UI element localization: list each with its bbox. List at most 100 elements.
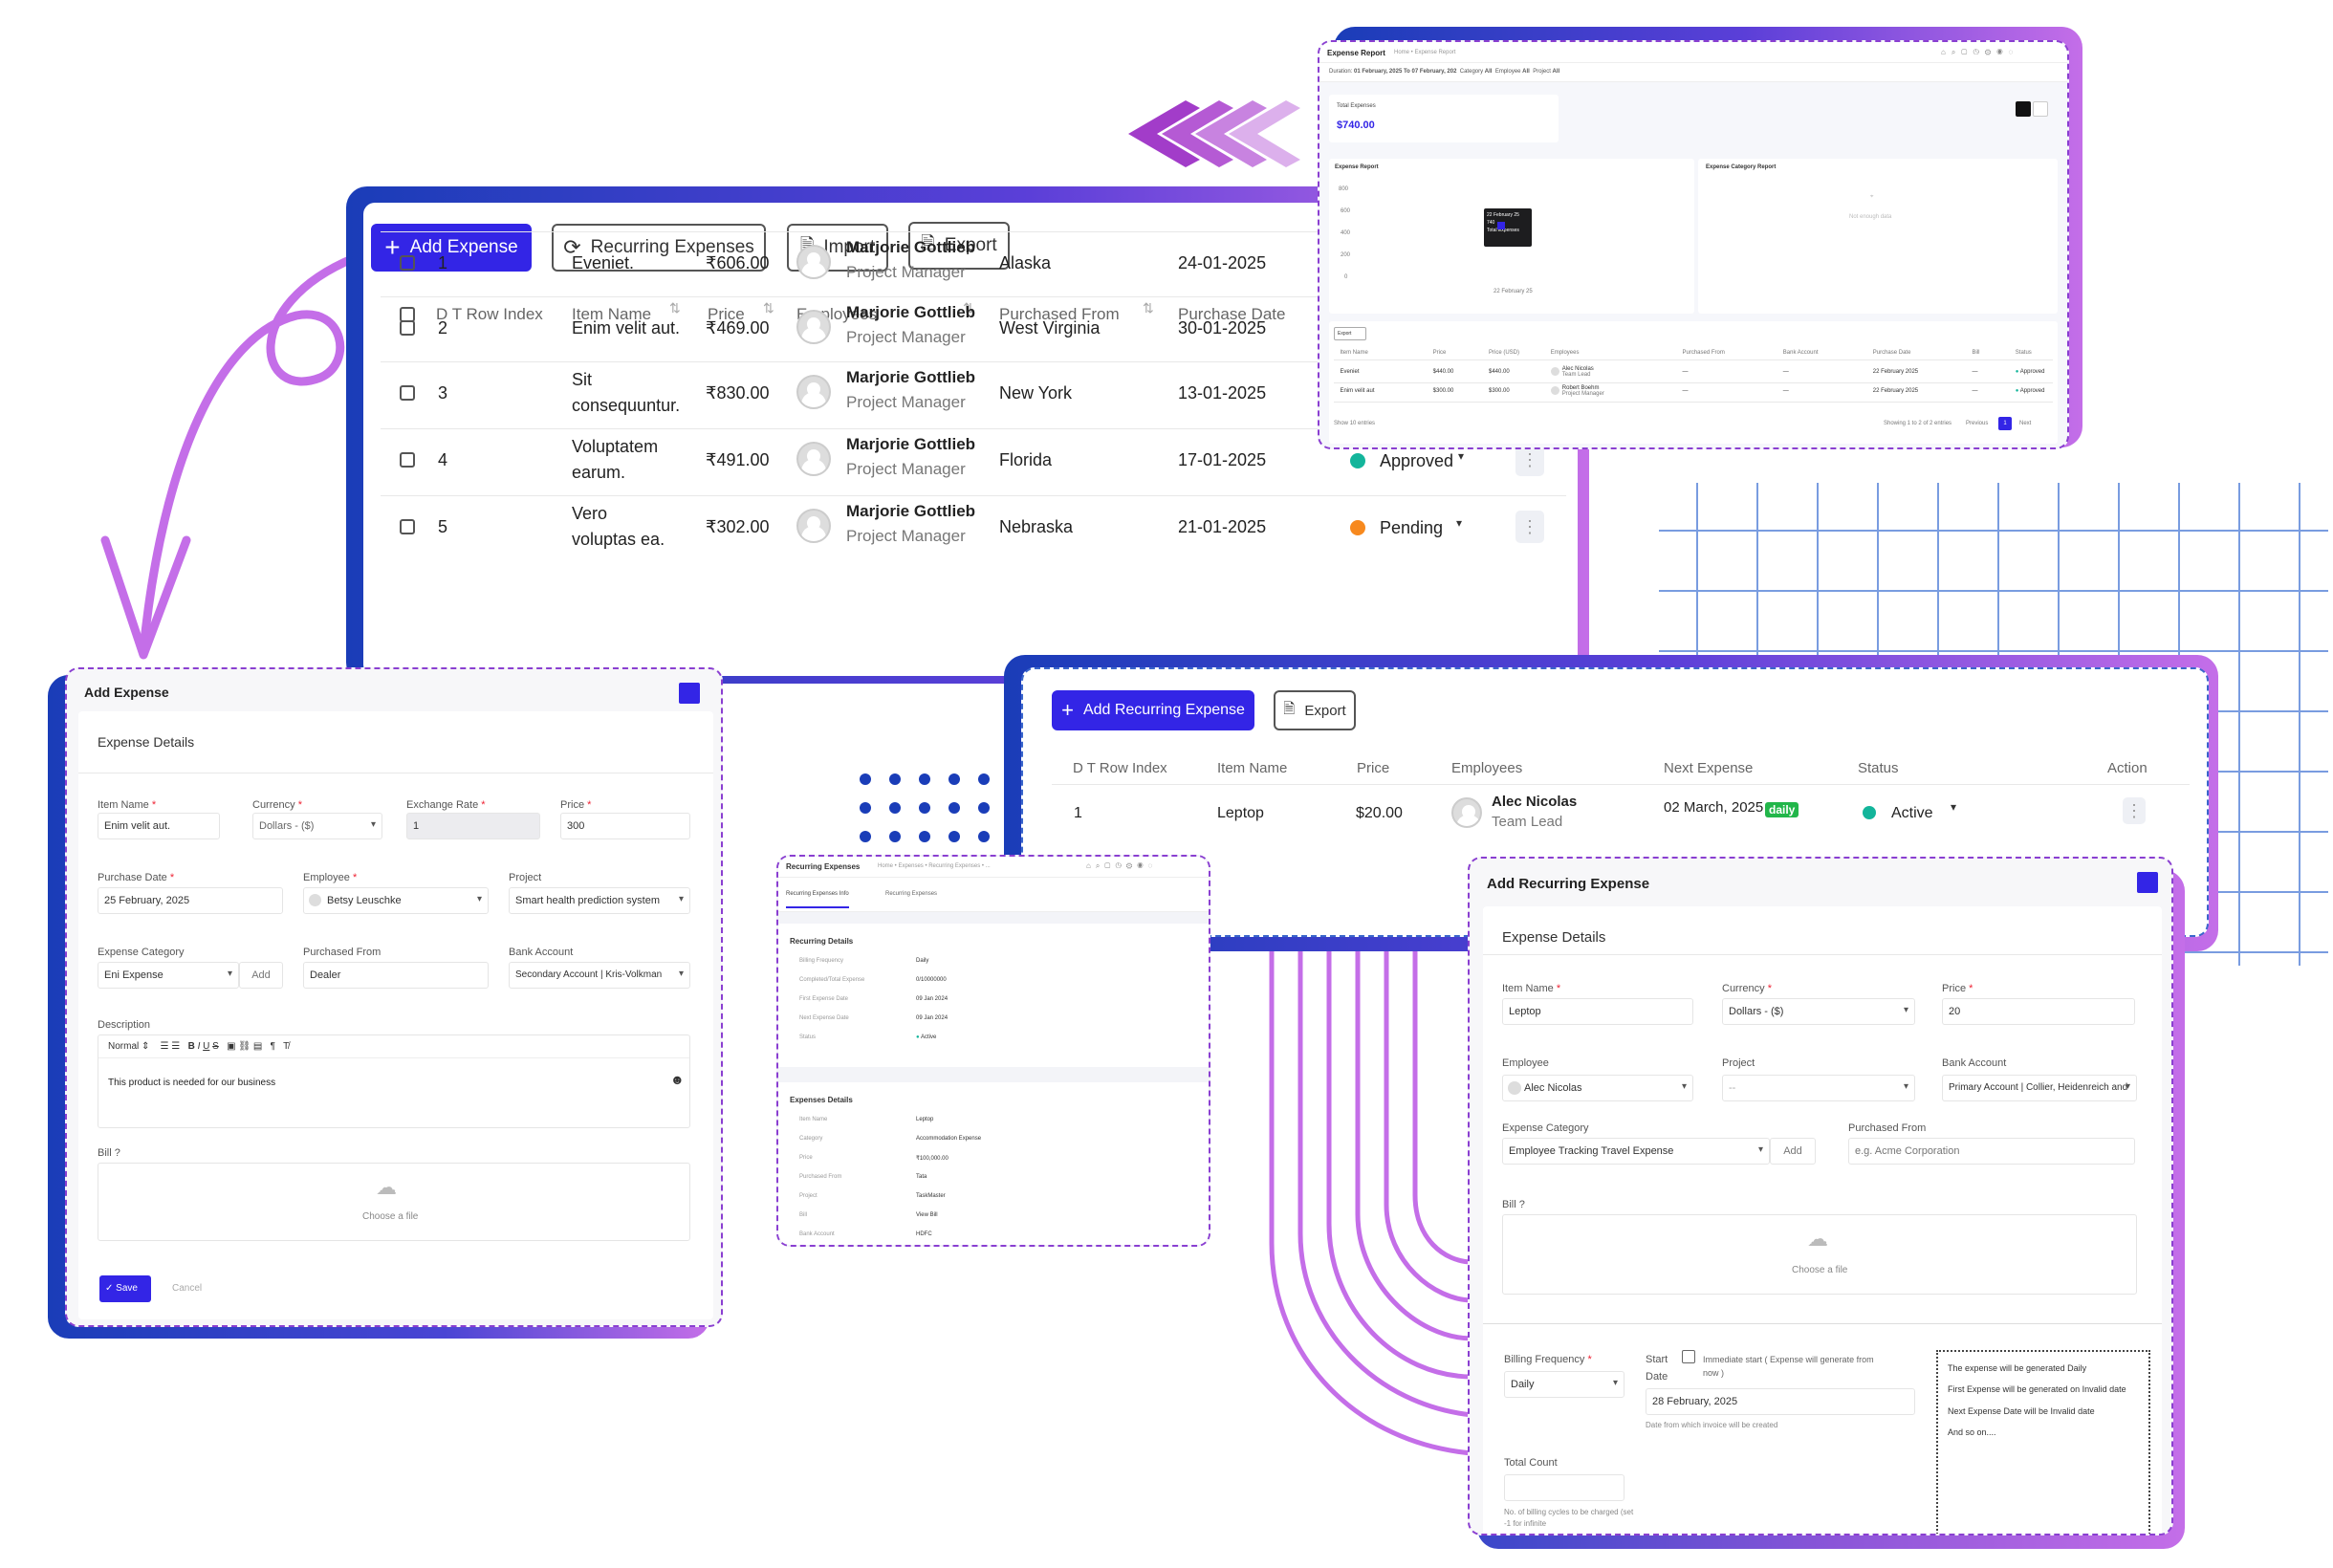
- chevron-down-icon[interactable]: ▾: [1458, 449, 1465, 463]
- add-category-button[interactable]: Add: [1770, 1138, 1816, 1165]
- row-checkbox[interactable]: [400, 452, 415, 468]
- purchased-from-input[interactable]: Dealer: [303, 962, 489, 989]
- sort-icon[interactable]: ⇅: [1143, 300, 1154, 316]
- employee-cell[interactable]: Marjorie Gottlieb Project Manager: [846, 303, 976, 347]
- row-checkbox[interactable]: [400, 320, 415, 336]
- col-item-name[interactable]: Item Name: [1217, 760, 1288, 776]
- col-next-expense[interactable]: Next Expense: [1664, 760, 1754, 776]
- export-button[interactable]: 🗎 Export: [908, 222, 1010, 270]
- breadcrumb[interactable]: Home • Expenses • Recurring Expenses • .…: [878, 863, 991, 869]
- status-dot: ●: [916, 1034, 920, 1040]
- report-col-header[interactable]: Purchase Date: [1872, 350, 1911, 356]
- chevron-down-icon[interactable]: ▾: [1456, 516, 1463, 530]
- page-1-button[interactable]: 1: [1998, 417, 2012, 430]
- report-col-header[interactable]: Purchased From: [1682, 350, 1725, 356]
- row-checkbox[interactable]: [400, 385, 415, 401]
- item-name-input[interactable]: Enim velit aut.: [98, 813, 220, 839]
- row-checkbox[interactable]: [400, 519, 415, 534]
- col-row-index[interactable]: D T Row Index: [436, 305, 543, 323]
- col-purchase-date[interactable]: Purchase Date: [1178, 305, 1286, 323]
- currency-select[interactable]: Dollars - ($): [252, 813, 382, 839]
- recurring-export-button[interactable]: 🗎 Export: [1274, 690, 1356, 730]
- sort-icon[interactable]: ⇅: [963, 300, 974, 316]
- billing-frequency-select[interactable]: Daily: [1504, 1371, 1624, 1398]
- row-checkbox[interactable]: [400, 255, 415, 271]
- item-name-input[interactable]: Leptop: [1502, 998, 1693, 1025]
- employee-filter[interactable]: All: [1522, 69, 1530, 75]
- col-row-index[interactable]: D T Row Index: [1073, 760, 1167, 776]
- header-icons[interactable]: ⌂⌕▢◷⚙◉◌: [1941, 48, 2019, 56]
- status-dropdown[interactable]: Pending: [1380, 518, 1444, 537]
- employee-cell[interactable]: Marjorie Gottlieb Project Manager: [846, 368, 976, 412]
- bill-dropzone[interactable]: ☁ Choose a file: [98, 1163, 690, 1241]
- employee-cell[interactable]: Marjorie Gottlieb Project Manager: [846, 435, 976, 479]
- report-col-header[interactable]: Employees: [1550, 350, 1580, 356]
- chevron-down-icon[interactable]: ▾: [1951, 800, 1957, 814]
- col-status[interactable]: Status: [1858, 760, 1899, 776]
- price-input[interactable]: 300: [560, 813, 690, 839]
- detail-value: Daily: [916, 958, 929, 964]
- save-button[interactable]: ✓ Save: [99, 1275, 151, 1302]
- table-view-toggle[interactable]: [2033, 101, 2048, 117]
- description-editor[interactable]: Normal ⇕ ☰ ☰ B I U S ▣ ⛓ ▤ ¶ T̸ This pro…: [98, 1034, 690, 1128]
- chart-view-toggle[interactable]: [2016, 101, 2031, 117]
- currency-select[interactable]: Dollars - ($): [1722, 998, 1915, 1025]
- more-actions-icon[interactable]: ⋮: [1515, 511, 1544, 543]
- sort-icon[interactable]: ⇅: [669, 300, 681, 316]
- more-actions-icon[interactable]: ⋮: [2123, 797, 2146, 824]
- editor-toolbar[interactable]: Normal ⇕ ☰ ☰ B I U S ▣ ⛓ ▤ ¶ T̸: [98, 1035, 689, 1058]
- project-filter[interactable]: All: [1552, 69, 1560, 75]
- report-col-header[interactable]: Bank Account: [1782, 350, 1819, 356]
- bank-account-select[interactable]: Secondary Account | Kris-Volkman: [509, 962, 690, 989]
- sort-icon[interactable]: ⇅: [763, 300, 774, 316]
- col-price[interactable]: Price: [708, 305, 745, 323]
- tab-recurring-expenses[interactable]: Recurring Expenses: [885, 891, 938, 897]
- employee-select[interactable]: Betsy Leuschke: [303, 887, 489, 914]
- cancel-button[interactable]: Cancel: [172, 1283, 203, 1294]
- header-icons[interactable]: ⌂⌕▢◷⚙◉◌: [1086, 861, 1158, 870]
- close-icon[interactable]: [2137, 872, 2158, 893]
- expense-category-select[interactable]: Employee Tracking Travel Expense: [1502, 1138, 1770, 1165]
- report-col-header[interactable]: Status: [2015, 350, 2032, 356]
- employee-select[interactable]: Alec Nicolas: [1502, 1075, 1693, 1101]
- exchange-rate-input[interactable]: 1: [406, 813, 540, 839]
- col-purchased-from[interactable]: Purchased From: [999, 305, 1120, 323]
- duration-filter[interactable]: 01 February, 2025 To 07 February, 202: [1354, 69, 1457, 75]
- report-col-header[interactable]: Item Name: [1340, 350, 1368, 356]
- close-icon[interactable]: [679, 683, 700, 704]
- expense-category-select[interactable]: Eni Expense: [98, 962, 239, 989]
- view-bill-link[interactable]: View Bill: [916, 1212, 938, 1218]
- report-col-header[interactable]: Price (USD): [1489, 350, 1520, 356]
- add-recurring-expense-button[interactable]: + Add Recurring Expense: [1052, 690, 1254, 730]
- employee-cell[interactable]: Marjorie Gottlieb Project Manager: [846, 502, 976, 546]
- immediate-start-checkbox[interactable]: [1682, 1350, 1695, 1363]
- report-export-button[interactable]: Export: [1334, 327, 1366, 340]
- employee-cell[interactable]: Alec Nicolas Team Lead: [1492, 794, 1578, 830]
- status-dropdown[interactable]: Approved: [1380, 451, 1454, 470]
- category-filter[interactable]: All: [1484, 69, 1493, 75]
- previous-button[interactable]: Previous: [1966, 421, 1989, 426]
- project-select[interactable]: Smart health prediction system: [509, 887, 690, 914]
- report-col-header[interactable]: Price: [1432, 350, 1447, 356]
- report-col-header[interactable]: Bill: [1972, 350, 1980, 356]
- avatar: [796, 310, 831, 344]
- purchase-date-input[interactable]: 25 February, 2025: [98, 887, 283, 914]
- total-count-input[interactable]: [1504, 1474, 1624, 1501]
- add-category-button[interactable]: Add: [239, 962, 283, 989]
- col-price[interactable]: Price: [1357, 760, 1390, 776]
- bill-dropzone[interactable]: ☁ Choose a file: [1502, 1214, 2137, 1295]
- price-input[interactable]: 20: [1942, 998, 2135, 1025]
- page-size[interactable]: Show 10 entries: [1334, 421, 1376, 426]
- purchased-from-input[interactable]: [1848, 1138, 2135, 1165]
- employee-cell[interactable]: Marjorie Gottlieb Project Manager: [846, 238, 976, 282]
- breadcrumb[interactable]: Home • Expense Report: [1394, 50, 1456, 55]
- bank-account-select[interactable]: Primary Account | Collier, Heidenreich a…: [1942, 1075, 2137, 1101]
- emoji-icon[interactable]: ☻: [670, 1072, 685, 1087]
- col-item-name[interactable]: Item Name: [572, 305, 652, 323]
- project-select[interactable]: --: [1722, 1075, 1915, 1101]
- start-date-input[interactable]: 28 February, 2025: [1646, 1388, 1915, 1415]
- next-button[interactable]: Next: [2019, 421, 2032, 426]
- col-employees[interactable]: Employees: [1451, 760, 1523, 776]
- tab-recurring-info[interactable]: Recurring Expenses Info: [786, 891, 849, 908]
- status-dropdown[interactable]: Active: [1891, 805, 1933, 821]
